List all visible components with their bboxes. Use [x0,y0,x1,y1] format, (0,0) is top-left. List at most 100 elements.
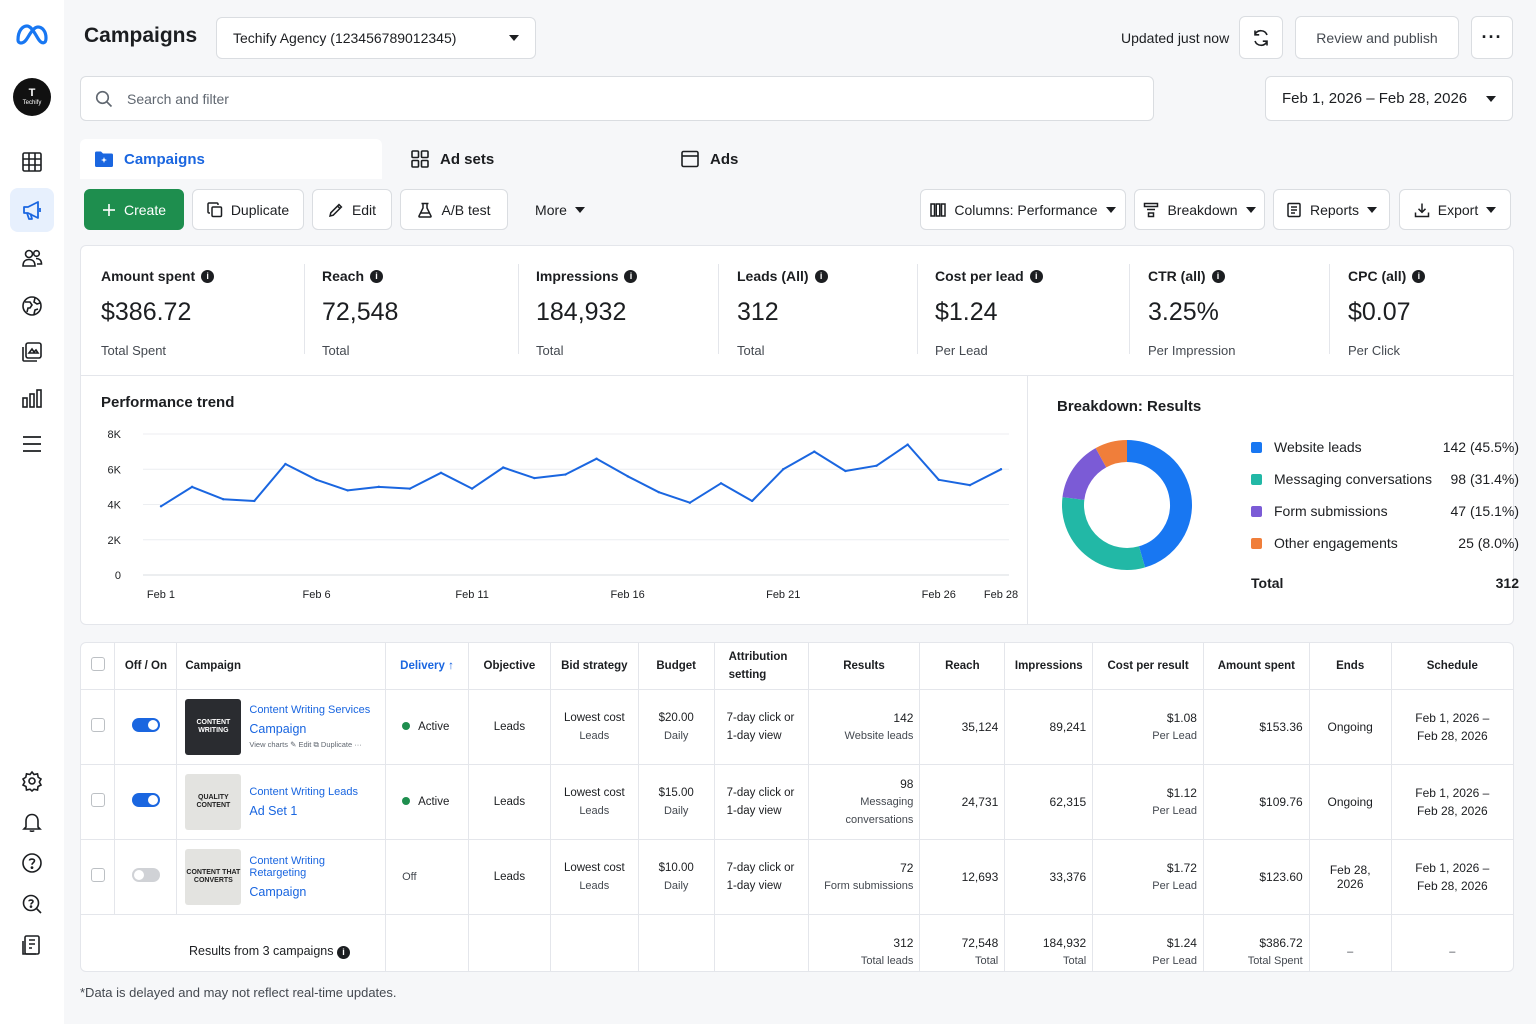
on-off-toggle[interactable] [131,793,160,807]
info-icon[interactable]: i [370,269,384,283]
sidebar-item-notifications[interactable] [10,800,54,844]
attr-line1: 7-day click or [726,711,795,724]
ab-test-button[interactable]: A/B test [400,189,508,230]
date-range-select[interactable]: Feb 1, 2026 – Feb 28, 2026 [1265,76,1513,121]
row-checkbox[interactable] [90,868,105,882]
chevron-down-icon [509,35,519,41]
sidebar-item-creative[interactable] [10,330,54,374]
sidebar-item-help[interactable] [10,841,54,885]
more-actions-button[interactable]: More [520,189,600,230]
duplicate-button[interactable]: Duplicate [192,189,304,230]
sidebar-item-audiences[interactable] [10,236,54,280]
meta-logo-icon[interactable] [14,22,50,48]
pencil-icon [328,203,343,217]
info-icon[interactable]: i [814,269,828,283]
campaign-type-link[interactable]: Campaign [249,721,307,736]
col-impressions[interactable]: Impressions [1004,643,1094,690]
tab-campaigns[interactable]: Campaigns [80,139,382,179]
col-cost-per-result[interactable]: Cost per result [1092,643,1204,690]
trend-chart: 8K 6K 4K 2K 0 Feb 1 Feb 6 Feb 11 Feb 16 Feb 21 Feb… [108,429,1019,601]
campaign-text: Content Writing Leads Ad Set 1 [249,786,358,818]
metric-sub: Total [737,343,765,358]
ad-thumbnail[interactable]: QUALITY CONTENT [185,773,242,830]
reports-button[interactable]: Reports [1273,189,1390,230]
campaign-type-link[interactable]: Ad Set 1 [249,803,298,818]
info-icon[interactable]: i [201,269,215,283]
review-publish-button[interactable]: Review and publish [1295,16,1459,59]
summary-ends: – [1309,914,1392,971]
summary-empty [81,914,115,971]
search-input[interactable] [127,90,1027,107]
col-results[interactable]: Results [808,643,921,690]
avatar[interactable]: T Techify [13,78,51,116]
metric-label: Cost per lead i [935,268,1127,284]
tab-label: Ad sets [440,150,495,168]
tab-ads[interactable]: Ads [666,139,904,179]
account-select[interactable]: Techify Agency (123456789012345) [216,17,536,59]
more-options-button[interactable]: ··· [1471,16,1513,59]
col-schedule[interactable]: Schedule [1391,643,1513,690]
legend-label: Messaging conversations [1274,471,1432,487]
metric-sub: Total [536,343,564,358]
download-icon [1414,203,1430,217]
cpr-value: $1.12 [1166,785,1197,800]
ad-thumbnail[interactable]: CONTENT THAT CONVERTS [185,848,242,905]
row-actions[interactable]: View charts ✎ Edit ⧉ Duplicate ··· [249,739,362,749]
sidebar-item-overview[interactable] [10,140,54,184]
campaign-name-link[interactable]: Content Writing Retargeting [249,854,325,879]
col-amount-spent[interactable]: Amount spent [1203,643,1310,690]
spent-cell: $109.76 [1203,764,1310,840]
col-bid-strategy[interactable]: Bid strategy [550,643,639,690]
donut-slice[interactable] [1095,440,1128,468]
campaign-type-link[interactable]: Campaign [249,884,307,899]
col-budget[interactable]: Budget [638,643,715,690]
on-off-toggle[interactable] [131,718,160,732]
col-objective[interactable]: Objective [468,643,551,690]
data-point [408,487,412,490]
metric-label: Amount spent i [101,268,303,284]
bid-cell: Lowest cost Leads [550,689,639,765]
campaign-cell: CONTENT THAT CONVERTS Content Writing Re… [176,839,387,915]
create-button[interactable]: Create [84,189,184,230]
info-icon[interactable]: i [1029,269,1043,283]
table-row[interactable]: CONTENT THAT CONVERTS Content Writing Re… [81,839,1513,915]
sidebar-item-billing[interactable] [10,923,54,967]
donut-slice[interactable] [1062,497,1146,570]
info-icon[interactable]: i [1211,269,1225,283]
sidebar-item-campaigns[interactable] [10,188,54,232]
refresh-button[interactable] [1239,16,1283,59]
columns-button[interactable]: Columns: Performance [920,189,1126,230]
on-off-toggle[interactable] [131,868,160,882]
breakdown-button[interactable]: Breakdown [1134,189,1265,230]
tab-ad-sets[interactable]: Ad sets [396,139,652,179]
info-icon[interactable]: i [624,269,638,283]
donut-slice[interactable] [1126,440,1192,568]
data-point [813,450,816,453]
select-all-checkbox[interactable] [90,657,105,672]
col-delivery[interactable]: Delivery ↑ [385,643,469,690]
info-icon[interactable]: i [1412,269,1426,283]
col-reach[interactable]: Reach [919,643,1006,690]
divider [1027,375,1028,625]
edit-button[interactable]: Edit [312,189,392,230]
col-offon[interactable]: Off / On [114,643,178,690]
campaign-name-link[interactable]: Content Writing Leads [249,785,359,798]
sidebar-item-globe[interactable] [10,284,54,328]
table-row[interactable]: CONTENT WRITING Content Writing Services… [81,689,1513,765]
donut-slice[interactable] [1062,448,1107,501]
sidebar-item-menu[interactable] [10,422,54,466]
export-button[interactable]: Export [1399,189,1511,230]
info-icon[interactable]: i [336,945,350,959]
sidebar-item-settings[interactable] [10,759,54,803]
sidebar-item-reports[interactable] [10,376,54,420]
col-ends[interactable]: Ends [1309,643,1392,690]
results-value: 72 [900,860,914,875]
ad-thumbnail[interactable]: CONTENT WRITING [185,698,242,755]
row-checkbox[interactable] [90,793,105,807]
table-row[interactable]: QUALITY CONTENT Content Writing Leads Ad… [81,764,1513,840]
col-campaign[interactable]: Campaign [176,643,387,690]
row-checkbox[interactable] [90,718,105,732]
campaign-name-link[interactable]: Content Writing Services [249,703,371,716]
col-attribution[interactable]: Attribution setting [714,643,809,690]
sidebar-item-search-help[interactable] [10,882,54,926]
